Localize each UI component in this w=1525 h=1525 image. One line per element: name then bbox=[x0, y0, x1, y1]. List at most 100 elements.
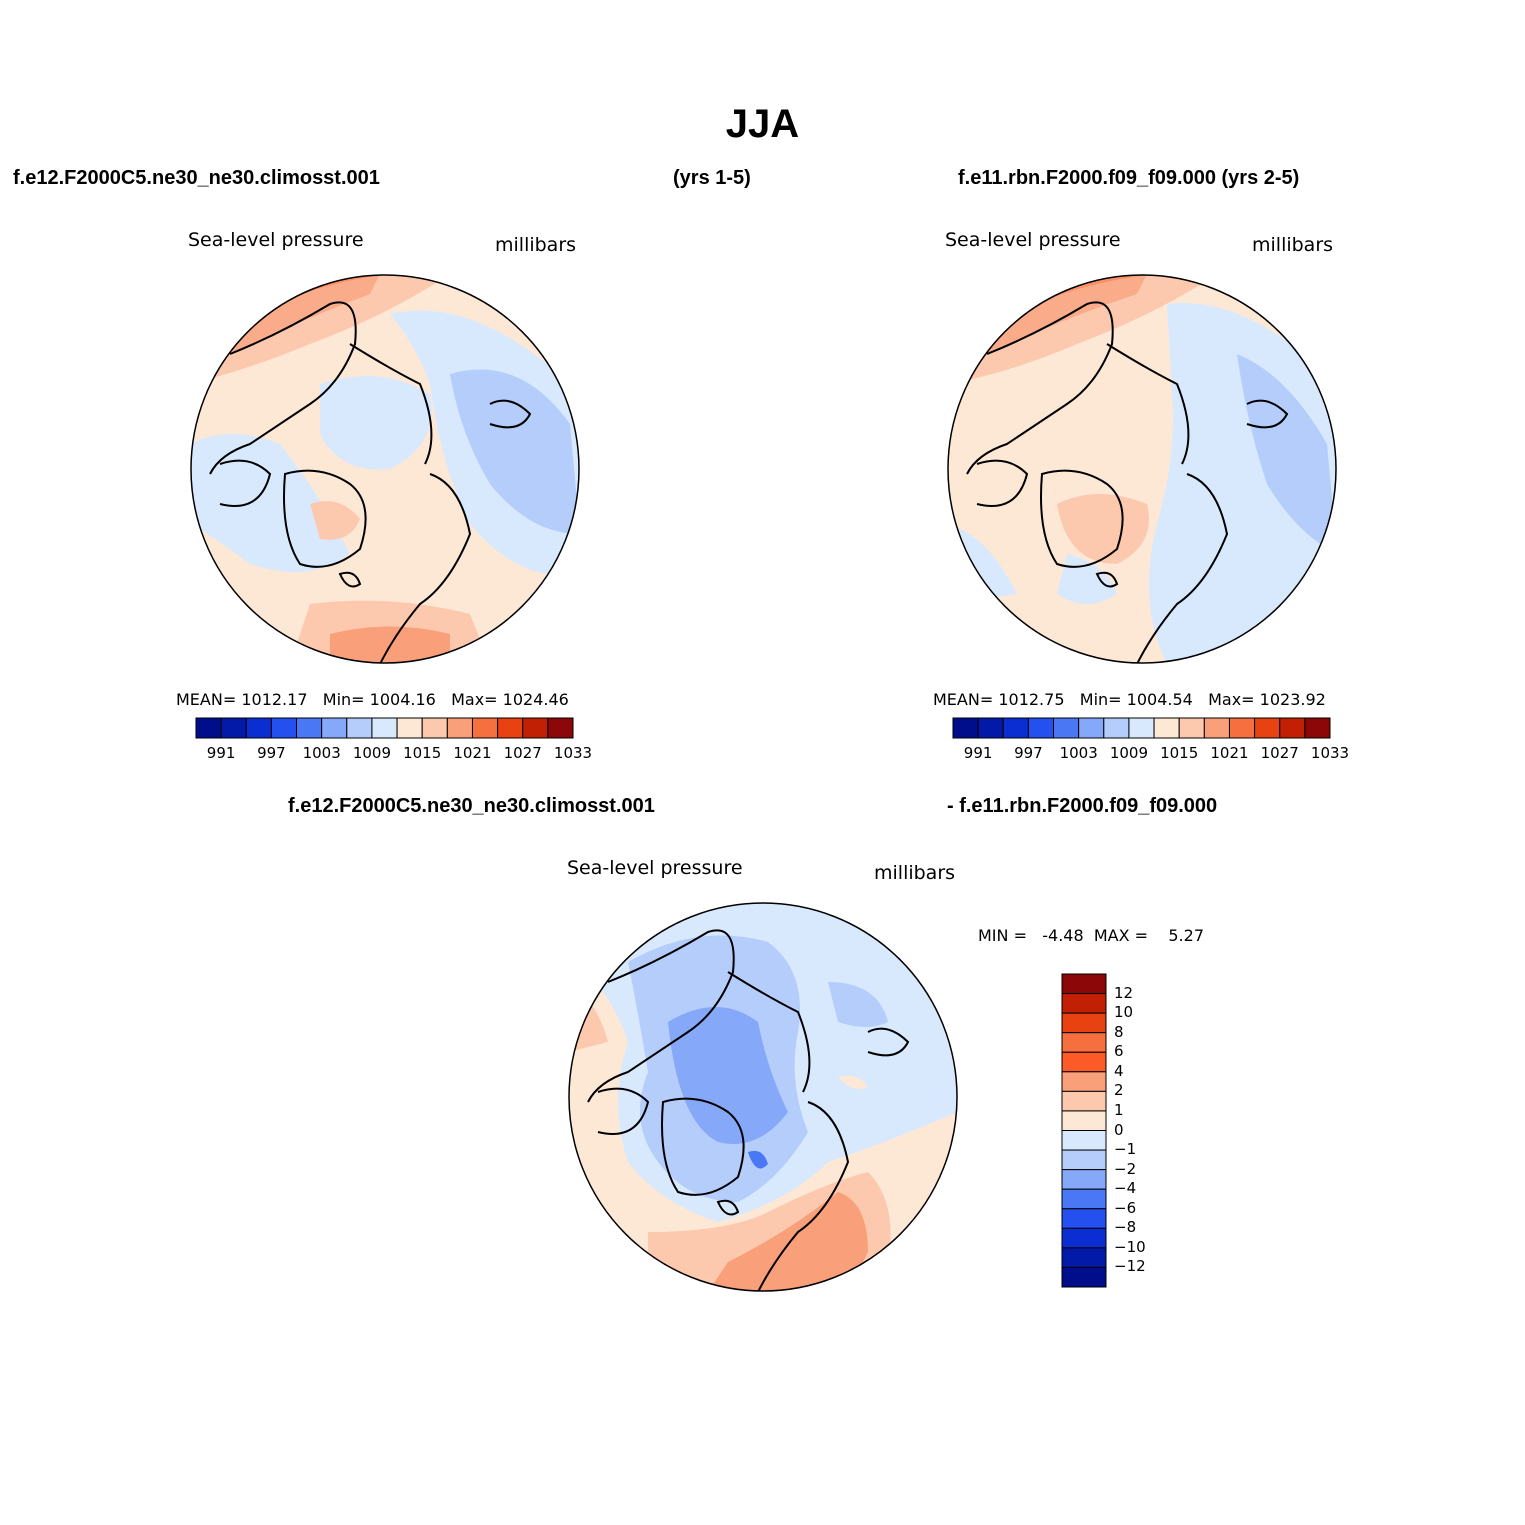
panel-2-colorbar-label-7: 1033 bbox=[1310, 744, 1350, 762]
panel-3-difference-map bbox=[568, 902, 958, 1292]
panel-3-colorbar-swatch-12 bbox=[1061, 1208, 1107, 1229]
panel-3-colorbar-swatch-13 bbox=[1061, 1227, 1107, 1249]
panel-1-colorbar-swatch-8 bbox=[396, 717, 423, 739]
panel-2-stats: MEAN= 1012.75 Min= 1004.54 Max= 1023.92 bbox=[933, 690, 1326, 709]
panel-3-colorbar bbox=[1061, 973, 1107, 1288]
panel-1-colorbar-label-4: 1015 bbox=[403, 744, 442, 762]
panel-1-colorbar-label-0: 991 bbox=[206, 744, 236, 762]
panel-1-units-label: millibars bbox=[495, 234, 577, 256]
panel-3-colorbar-swatch-4 bbox=[1061, 1051, 1107, 1073]
panel-1-max-label: Max= bbox=[451, 690, 498, 709]
panel-3-colorbar-swatch-14 bbox=[1061, 1247, 1107, 1268]
panel-3-colorbar-swatch-11 bbox=[1061, 1188, 1107, 1210]
panel-2-colorbar-label-1: 997 bbox=[1014, 744, 1043, 762]
panel-1-colorbar-swatch-4 bbox=[296, 717, 323, 739]
panel-3-colorbar-label-0: 12 bbox=[1114, 983, 1134, 1002]
panel-2-colorbar-swatch-8 bbox=[1153, 717, 1180, 739]
panel-2-variable-label: Sea-level pressure bbox=[945, 229, 1121, 251]
panel-1-colorbar-label-5: 1021 bbox=[453, 744, 492, 762]
panel-1-min-label: Min= bbox=[322, 690, 365, 709]
panel-3-colorbar-label-10: −4 bbox=[1114, 1179, 1137, 1198]
panel-3-min-value: -4.48 bbox=[1042, 926, 1084, 945]
panel-1-colorbar-swatch-1 bbox=[220, 717, 247, 739]
panel-2-colorbar-labels: 991 997 1003 1009 1015 1021 1027 1033 bbox=[953, 744, 1349, 764]
panel-2-mean-label: MEAN= bbox=[933, 690, 994, 709]
panel-1-years-label: (yrs 1-5) bbox=[673, 167, 751, 189]
panel-3-colorbar-label-12: −8 bbox=[1114, 1218, 1137, 1237]
panel-3-colorbar-label-2: 8 bbox=[1114, 1022, 1124, 1041]
panel-1-colorbar-label-6: 1027 bbox=[503, 744, 542, 762]
panel-1-variable-label: Sea-level pressure bbox=[188, 229, 364, 251]
panel-3-colorbar-label-7: 0 bbox=[1114, 1120, 1124, 1139]
panel-2-units-label: millibars bbox=[1252, 234, 1334, 256]
panel-2-colorbar-label-2: 1003 bbox=[1059, 744, 1098, 762]
panel-1-colorbar-swatch-2 bbox=[245, 717, 272, 739]
panel-2-colorbar-label-4: 1015 bbox=[1160, 744, 1199, 762]
panel-2-min-label: Min= bbox=[1079, 690, 1122, 709]
panel-1-colorbar-swatch-14 bbox=[547, 717, 574, 739]
panel-3-min-label: MIN = bbox=[978, 926, 1027, 945]
panel-2-colorbar-swatch-3 bbox=[1027, 717, 1055, 739]
panel-1-max-value: 1024.46 bbox=[502, 690, 569, 709]
panel-2-colorbar-swatch-11 bbox=[1228, 717, 1256, 739]
panel-1-colorbar-swatch-6 bbox=[346, 717, 373, 739]
panel-1-colorbar-swatch-0 bbox=[195, 717, 222, 739]
panel-1-colorbar-swatch-11 bbox=[471, 717, 499, 739]
panel-3-colorbar-swatch-7 bbox=[1061, 1110, 1107, 1131]
panel-3-max-label: MAX = bbox=[1093, 926, 1149, 945]
panel-2-mean-value: 1012.75 bbox=[998, 690, 1065, 709]
panel-1-colorbar bbox=[195, 717, 574, 739]
panel-2-colorbar-label-0: 991 bbox=[963, 744, 993, 762]
panel-1-polar-map bbox=[190, 274, 580, 664]
panel-3-case-label-b: - f.e11.rbn.F2000.f09_f09.000 bbox=[947, 795, 1218, 817]
panel-3-units-label: millibars bbox=[874, 862, 956, 884]
panel-1-case-label: f.e12.F2000C5.ne30_ne30.climosst.001 bbox=[13, 167, 380, 189]
panel-1-colorbar-label-2: 1003 bbox=[302, 744, 341, 762]
panel-1-mean-label: MEAN= bbox=[176, 690, 237, 709]
panel-2-colorbar-label-6: 1027 bbox=[1260, 744, 1299, 762]
panel-1-colorbar-swatch-7 bbox=[371, 717, 398, 739]
panel-2-colorbar-swatch-0 bbox=[952, 717, 979, 739]
panel-3-colorbar-swatch-0 bbox=[1061, 973, 1107, 995]
panel-1-colorbar-swatch-5 bbox=[321, 717, 348, 739]
panel-3-colorbar-swatch-9 bbox=[1061, 1149, 1107, 1171]
panel-3-colorbar-label-1: 10 bbox=[1114, 1003, 1134, 1022]
figure-title: JJA bbox=[725, 102, 800, 146]
panel-2-colorbar-swatch-4 bbox=[1053, 717, 1080, 739]
panel-1-colorbar-label-3: 1009 bbox=[352, 744, 392, 762]
panel-2-colorbar-swatch-5 bbox=[1078, 717, 1105, 739]
panel-1-colorbar-swatch-12 bbox=[497, 717, 524, 739]
panel-2-colorbar-swatch-1 bbox=[977, 717, 1004, 739]
panel-3-colorbar-label-5: 2 bbox=[1114, 1081, 1124, 1100]
panel-2-colorbar-swatch-10 bbox=[1203, 717, 1230, 739]
panel-1-colorbar-label-1: 997 bbox=[257, 744, 286, 762]
panel-2-max-value: 1023.92 bbox=[1259, 690, 1326, 709]
panel-1-colorbar-swatch-9 bbox=[421, 717, 448, 739]
panel-2-colorbar-swatch-9 bbox=[1178, 717, 1205, 739]
panel-3-colorbar-label-14: −12 bbox=[1114, 1257, 1146, 1276]
panel-3-colorbar-label-8: −1 bbox=[1114, 1140, 1137, 1159]
panel-1-colorbar-swatch-13 bbox=[522, 717, 549, 739]
panel-2-colorbar-swatch-14 bbox=[1304, 717, 1331, 739]
panel-1-mean-value: 1012.17 bbox=[241, 690, 308, 709]
panel-1-colorbar-labels: 991 997 1003 1009 1015 1021 1027 1033 bbox=[196, 744, 592, 764]
panel-3-colorbar-swatch-5 bbox=[1061, 1071, 1107, 1092]
panel-3-colorbar-swatch-8 bbox=[1061, 1130, 1107, 1151]
panel-3-variable-label: Sea-level pressure bbox=[567, 857, 743, 879]
panel-1-min-value: 1004.16 bbox=[369, 690, 436, 709]
panel-3-colorbar-label-4: 4 bbox=[1114, 1061, 1124, 1080]
panel-2-min-value: 1004.54 bbox=[1126, 690, 1193, 709]
panel-2-colorbar-swatch-2 bbox=[1002, 717, 1029, 739]
panel-3-colorbar-swatch-6 bbox=[1061, 1090, 1107, 1112]
panel-1-stats: MEAN= 1012.17 Min= 1004.16 Max= 1024.46 bbox=[176, 690, 569, 709]
panel-2-colorbar-label-3: 1009 bbox=[1109, 744, 1149, 762]
panel-3-colorbar-label-13: −10 bbox=[1114, 1237, 1146, 1256]
panel-3-colorbar-swatch-3 bbox=[1061, 1032, 1107, 1053]
panel-3-colorbar-label-11: −6 bbox=[1114, 1198, 1137, 1217]
panel-2-colorbar-swatch-6 bbox=[1103, 717, 1130, 739]
panel-1-colorbar-label-7: 1033 bbox=[553, 744, 593, 762]
panel-3-max-value: 5.27 bbox=[1168, 926, 1204, 945]
panel-3-colorbar-label-6: 1 bbox=[1114, 1100, 1124, 1119]
panel-2-case-label: f.e11.rbn.F2000.f09_f09.000 (yrs 2-5) bbox=[958, 167, 1300, 189]
panel-2-colorbar-swatch-13 bbox=[1279, 717, 1306, 739]
